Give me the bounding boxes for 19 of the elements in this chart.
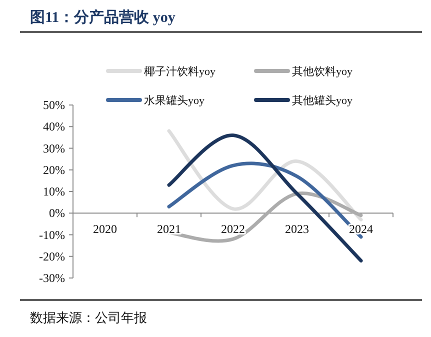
legend-label: 其他饮料yoy bbox=[292, 65, 353, 78]
y-tick-label: -10% bbox=[39, 228, 65, 242]
x-tick-label: 2022 bbox=[221, 222, 245, 236]
y-tick-label: -30% bbox=[39, 271, 65, 285]
y-tick-label: 10% bbox=[43, 184, 65, 198]
legend-label: 其他罐头yoy bbox=[292, 94, 353, 107]
legend-label: 椰子汁饮料yoy bbox=[144, 65, 216, 78]
source-note: 数据来源：公司年报 bbox=[30, 310, 147, 325]
y-tick-label: 30% bbox=[43, 141, 65, 156]
x-tick-label: 2021 bbox=[157, 222, 181, 236]
y-tick-label: -20% bbox=[39, 249, 65, 264]
x-tick-label: 2020 bbox=[93, 222, 117, 236]
y-tick-label: 0% bbox=[49, 206, 65, 220]
y-tick-label: 50% bbox=[43, 98, 65, 112]
y-tick-label: 40% bbox=[43, 120, 65, 134]
x-tick-label: 2023 bbox=[285, 222, 309, 236]
chart-title: 图11：分产品营收 yoy bbox=[30, 9, 176, 26]
y-tick-label: 20% bbox=[43, 162, 65, 177]
legend-label: 水果罐头yoy bbox=[144, 94, 205, 107]
